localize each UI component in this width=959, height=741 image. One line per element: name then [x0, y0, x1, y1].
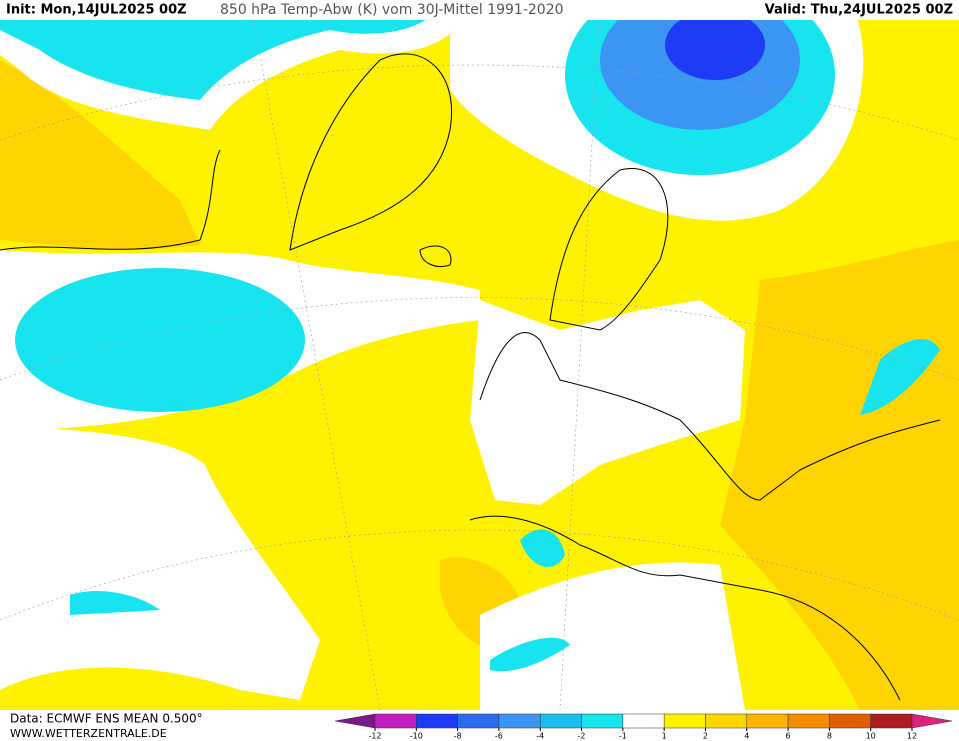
colorbar-tick-label: 12 [907, 732, 917, 741]
colorbar-arrow [911, 713, 953, 729]
colorbar-tick-label: -12 [368, 732, 381, 741]
colorbar-segment [416, 713, 458, 729]
colorbar-segment [374, 713, 417, 729]
cold-area [15, 268, 305, 412]
map-title: 850 hPa Temp-Abw (K) vom 30J-Mittel 1991… [220, 2, 564, 18]
colorbar-segment [457, 713, 500, 729]
colorbar-tick-label: -10 [410, 732, 423, 741]
scandinavia-coast [549, 168, 669, 331]
neutral-area [470, 300, 745, 505]
header-strip [0, 0, 959, 20]
coastlines [0, 53, 941, 701]
colorbar-tick-label: -2 [578, 732, 586, 741]
graticule [0, 0, 959, 711]
neutral-area [0, 425, 320, 700]
cold-area [860, 339, 940, 415]
colorbar-segment [829, 713, 871, 729]
map [0, 0, 959, 711]
valid-time: Valid: Thu,24JUL2025 00Z [765, 3, 953, 18]
website: WWW.WETTERZENTRALE.DE [10, 727, 167, 740]
init-time: Init: Mon,14JUL2025 00Z [6, 3, 187, 18]
colorbar-segment [787, 713, 830, 729]
europe-coast [479, 332, 941, 501]
cold-area [490, 637, 570, 672]
colorbar-tick-label: 4 [744, 732, 749, 741]
colorbar-segment [539, 713, 582, 729]
graticule-line [0, 529, 959, 621]
greenland-coast [289, 53, 452, 251]
graticule-line [559, 0, 601, 711]
colorbar-tick-label: 10 [866, 732, 876, 741]
canada-coast [0, 149, 221, 251]
colorbar-tick-label: -6 [495, 732, 503, 741]
graticule-line [249, 0, 381, 711]
colorbar-segment [746, 713, 789, 729]
cold-area [70, 590, 160, 615]
cold-core [665, 10, 765, 80]
colorbar-tick-label: 1 [662, 732, 667, 741]
colorbar: -12 -10 -8 -6 -4 -2 -1 1 2 4 6 8 10 12 [334, 713, 953, 741]
colorbar-segment [663, 713, 706, 729]
graticule-line [0, 297, 959, 381]
cold-area [520, 529, 565, 567]
iceland-coast [419, 245, 452, 267]
data-source: Data: ECMWF ENS MEAN 0.500° [10, 712, 203, 726]
colorbar-segment [622, 713, 665, 729]
mediterranean-coast [469, 515, 901, 701]
colorbar-tick-label: -1 [619, 732, 627, 741]
colorbar-tick-label: -8 [454, 732, 462, 741]
colorbar-tick-label: 6 [786, 732, 791, 741]
colorbar-segment [498, 713, 541, 729]
colorbar-segment [870, 713, 913, 729]
colorbar-tick-label: 8 [827, 732, 832, 741]
neutral-area [480, 562, 745, 710]
warm-area [0, 60, 200, 250]
colorbar-tick-label: 2 [703, 732, 708, 741]
colorbar-segment [705, 713, 748, 729]
cold-area [0, 0, 445, 100]
colorbar-segment [581, 713, 624, 729]
colorbar-tick-label: -4 [536, 732, 544, 741]
